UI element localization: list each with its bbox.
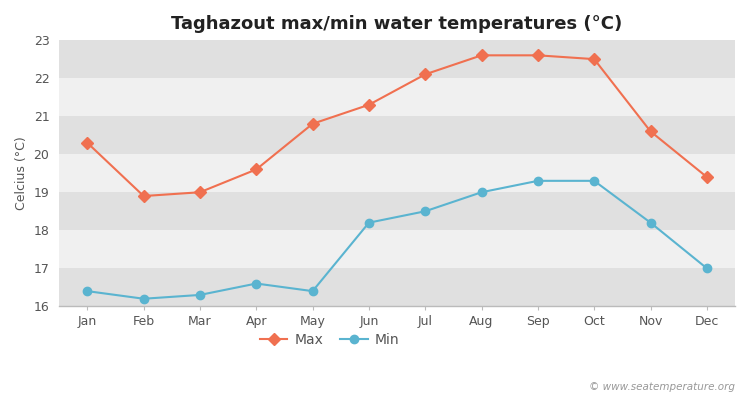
Min bbox=[308, 289, 317, 294]
Min bbox=[702, 266, 711, 271]
Min bbox=[140, 296, 148, 301]
Bar bbox=[59, 78, 735, 116]
Min bbox=[533, 178, 542, 183]
Min bbox=[364, 220, 374, 225]
Title: Taghazout max/min water temperatures (°C): Taghazout max/min water temperatures (°C… bbox=[172, 15, 622, 33]
Bar bbox=[59, 116, 735, 154]
Min bbox=[646, 220, 655, 225]
Max bbox=[252, 167, 261, 172]
Max bbox=[308, 121, 317, 126]
Min bbox=[82, 289, 92, 294]
Max bbox=[364, 102, 374, 107]
Min bbox=[196, 292, 205, 297]
Line: Max: Max bbox=[83, 51, 711, 200]
Line: Min: Min bbox=[83, 177, 711, 303]
Bar bbox=[59, 268, 735, 306]
Max bbox=[477, 53, 486, 58]
Legend: Max, Min: Max, Min bbox=[254, 328, 405, 353]
Max bbox=[140, 194, 148, 198]
Min bbox=[252, 281, 261, 286]
Bar bbox=[59, 192, 735, 230]
Max bbox=[82, 140, 92, 145]
Bar bbox=[59, 154, 735, 192]
Min bbox=[477, 190, 486, 195]
Bar bbox=[59, 40, 735, 78]
Max bbox=[646, 129, 655, 134]
Max bbox=[702, 175, 711, 180]
Min bbox=[590, 178, 598, 183]
Bar bbox=[59, 230, 735, 268]
Y-axis label: Celcius (°C): Celcius (°C) bbox=[15, 136, 28, 210]
Max bbox=[590, 57, 598, 62]
Max bbox=[533, 53, 542, 58]
Min bbox=[421, 209, 430, 214]
Text: © www.seatemperature.org: © www.seatemperature.org bbox=[589, 382, 735, 392]
Max bbox=[196, 190, 205, 195]
Max bbox=[421, 72, 430, 77]
